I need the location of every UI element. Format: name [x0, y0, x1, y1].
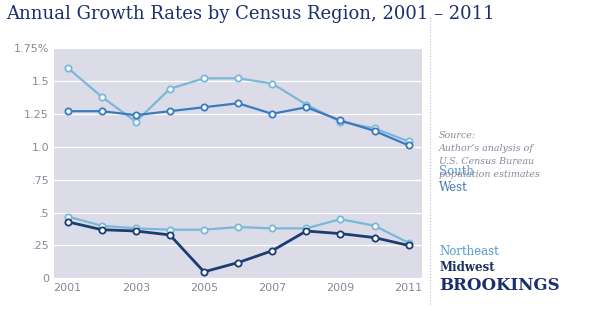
Text: Midwest: Midwest	[439, 261, 495, 274]
Text: BROOKINGS: BROOKINGS	[439, 277, 559, 294]
Text: South: South	[439, 165, 474, 178]
Text: Annual Growth Rates by Census Region, 2001 – 2011: Annual Growth Rates by Census Region, 20…	[6, 5, 495, 23]
Text: Northeast: Northeast	[439, 245, 499, 258]
Text: Source:
Author’s analysis of
U.S. Census Bureau
population estimates: Source: Author’s analysis of U.S. Census…	[439, 131, 540, 179]
Text: West: West	[439, 181, 468, 194]
